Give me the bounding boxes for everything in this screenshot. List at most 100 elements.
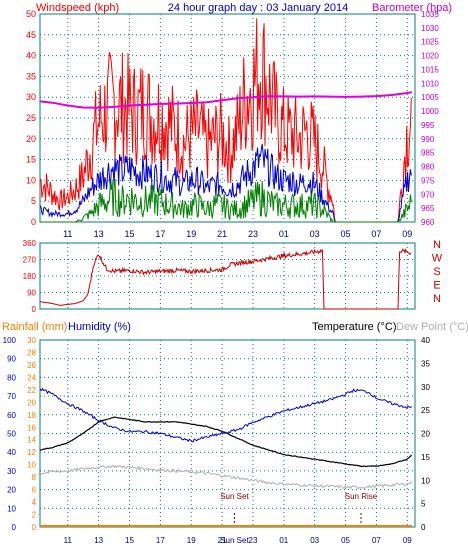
climate-time-tick: Sun Set xyxy=(220,536,249,545)
rainfall-tick: 18 xyxy=(27,411,36,420)
direction-tick: 90 xyxy=(27,289,36,298)
barometer-tick: 1025 xyxy=(421,38,439,47)
direction-tick: 0 xyxy=(32,305,37,314)
temperature-tick: 30 xyxy=(421,383,430,392)
rainfall-tick: 30 xyxy=(27,336,36,345)
direction-tick: 270 xyxy=(23,256,37,265)
windspeed-tick-labels: 0 5 10 15 20 25 30 35 40 45 50 xyxy=(26,9,36,227)
windspeed-tick: 5 xyxy=(31,196,36,206)
barometer-tick: 965 xyxy=(421,204,435,213)
wind-time-tick: 11 xyxy=(63,229,72,239)
wind-time-tick: 23 xyxy=(248,229,258,239)
barometer-tick: 1015 xyxy=(421,65,439,74)
climate-time-tick: 15 xyxy=(125,536,134,545)
windspeed-tick: 40 xyxy=(26,51,36,61)
direction-panel-series xyxy=(39,248,412,310)
barometer-tick: 1010 xyxy=(421,79,439,88)
climate-time-tick: 05 xyxy=(341,536,350,545)
rainfall-tick: 2 xyxy=(32,511,37,520)
humidity-legend: Humidity (%) xyxy=(68,321,131,333)
barometer-tick: 975 xyxy=(421,176,435,185)
rainfall-tick: 28 xyxy=(27,348,36,357)
humidity-tick: 0 xyxy=(12,523,17,532)
climate-panel-grid xyxy=(40,340,415,527)
windspeed-tick: 30 xyxy=(26,92,36,102)
wind-time-tick-labels: 11 13 15 17 19 21 23 01 03 05 07 09 xyxy=(63,229,412,239)
climate-time-tick: 09 xyxy=(403,536,412,545)
barometer-tick: 980 xyxy=(421,163,435,172)
rainfall-tick: 26 xyxy=(27,361,36,370)
wind-time-tick: 19 xyxy=(186,229,196,239)
chart-title: 24 hour graph day : 03 January 2014 xyxy=(168,2,348,14)
direction-panel-grid xyxy=(40,243,415,309)
rainfall-tick: 4 xyxy=(32,498,37,507)
climate-time-tick: 03 xyxy=(310,536,319,545)
direction-tick: 180 xyxy=(23,272,37,281)
climate-time-tick: 07 xyxy=(372,536,381,545)
rainfall-tick: 14 xyxy=(27,436,36,445)
climate-time-tick: 13 xyxy=(94,536,103,545)
compass-label: N xyxy=(433,239,441,251)
sun-annotations: Sun Set Sun Rise xyxy=(220,492,378,527)
barometer-tick: 1035 xyxy=(421,10,439,19)
windspeed-tick: 50 xyxy=(26,9,36,19)
humidity-tick: 30 xyxy=(7,467,16,476)
barometer-line xyxy=(39,91,413,109)
low-wind-line xyxy=(40,178,412,223)
barometer-tick: 985 xyxy=(421,149,435,158)
sun-marker-label: Sun Rise xyxy=(345,492,378,501)
rainfall-tick: 12 xyxy=(27,448,36,457)
compass-label: N xyxy=(433,293,441,305)
barometer-tick: 1000 xyxy=(421,107,439,116)
direction-tick: 360 xyxy=(23,239,37,248)
wind-time-tick: 21 xyxy=(217,229,227,239)
humidity-tick: 40 xyxy=(7,448,16,457)
climate-time-tick: 01 xyxy=(279,536,288,545)
wind-panel-series xyxy=(39,18,413,223)
wind-time-tick: 09 xyxy=(402,229,412,239)
humidity-line xyxy=(39,387,412,443)
climate-time-tick: 11 xyxy=(64,536,73,545)
rainfall-tick: 0 xyxy=(32,523,37,532)
climate-time-tick: 17 xyxy=(156,536,165,545)
temperature-tick: 40 xyxy=(421,336,430,345)
windspeed-tick: 15 xyxy=(26,155,36,165)
temperature-tick-labels: 0 5 10 15 20 25 30 35 40 xyxy=(421,336,430,532)
humidity-tick: 50 xyxy=(7,430,16,439)
rainfall-tick: 22 xyxy=(27,386,36,395)
barometer-tick: 960 xyxy=(421,218,435,227)
rainfall-tick: 8 xyxy=(32,473,37,482)
rainfall-tick: 24 xyxy=(27,373,36,382)
barometer-tick: 1030 xyxy=(421,24,439,33)
temperature-tick: 15 xyxy=(421,453,430,462)
wind-time-tick: 03 xyxy=(310,229,320,239)
humidity-tick: 100 xyxy=(3,336,17,345)
wind-time-tick: 07 xyxy=(371,229,381,239)
barometer-tick-labels: 960 965 970 975 980 985 990 995 1000 1005 1010 1015… xyxy=(421,10,439,227)
dew-point-line xyxy=(39,464,413,490)
temperature-tick: 10 xyxy=(421,476,430,485)
humidity-tick: 10 xyxy=(7,504,16,513)
dew-point-legend: Dew Point (°C) xyxy=(396,321,468,333)
windspeed-tick: 25 xyxy=(26,113,36,123)
climate-time-tick: 21 xyxy=(218,536,227,545)
barometer-tick: 1020 xyxy=(421,52,439,61)
wind-time-tick: 05 xyxy=(341,229,351,239)
direction-line xyxy=(39,248,412,310)
direction-tick-labels: 0 90 180 270 360 xyxy=(23,239,37,314)
rainfall-tick: 6 xyxy=(32,486,37,495)
compass-label: E xyxy=(433,280,440,292)
windspeed-tick: 35 xyxy=(26,71,36,81)
rainfall-tick: 16 xyxy=(27,423,36,432)
wind-time-tick: 17 xyxy=(155,229,165,239)
compass-label: S xyxy=(433,266,440,278)
windspeed-tick: 10 xyxy=(26,175,36,185)
compass-label: W xyxy=(432,253,443,265)
humidity-tick: 70 xyxy=(7,392,16,401)
